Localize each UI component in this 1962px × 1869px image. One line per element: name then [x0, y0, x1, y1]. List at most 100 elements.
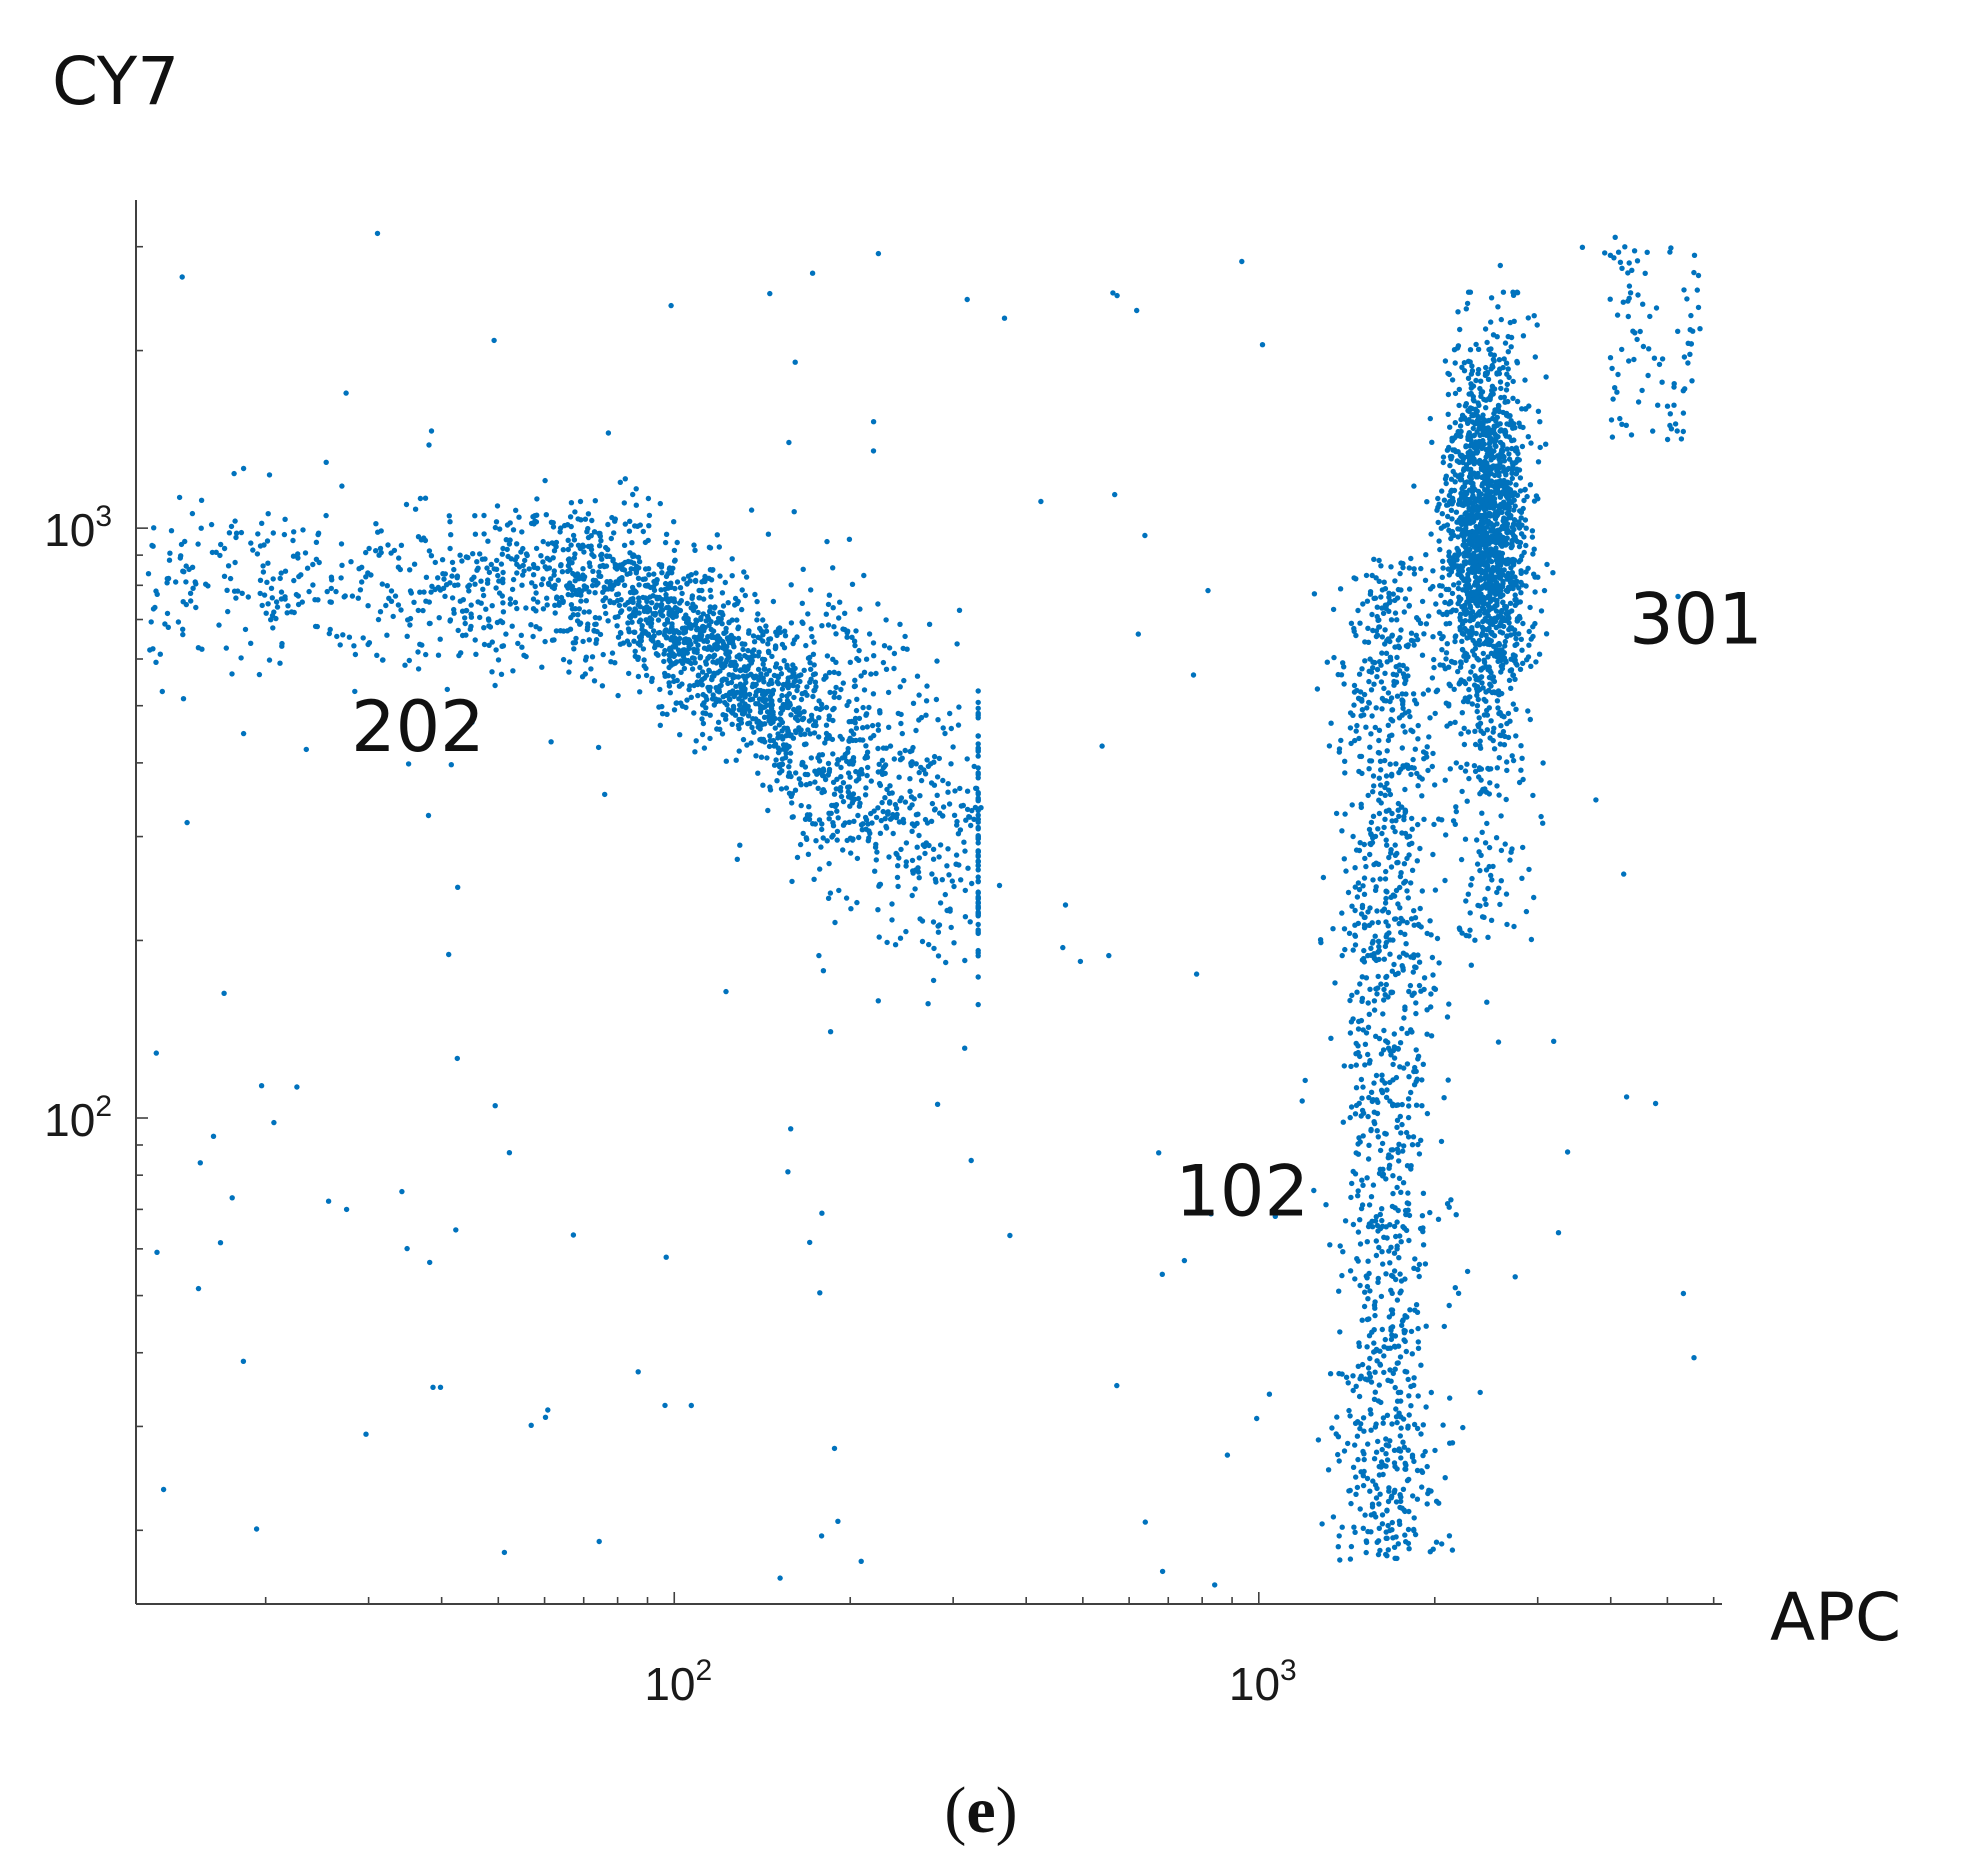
data-point	[1366, 766, 1372, 772]
data-point	[1419, 888, 1426, 894]
data-point	[1430, 634, 1436, 640]
data-point	[1527, 482, 1534, 488]
data-point	[1523, 542, 1529, 549]
data-point	[1522, 487, 1528, 493]
data-point	[1370, 938, 1376, 944]
data-point	[962, 914, 969, 920]
data-point	[813, 684, 819, 690]
data-point	[1500, 652, 1506, 658]
data-point	[1368, 1411, 1374, 1417]
data-point	[713, 660, 720, 666]
data-point	[1498, 427, 1504, 433]
data-point	[1503, 472, 1509, 478]
data-point	[737, 681, 744, 687]
data-point	[635, 554, 642, 560]
data-point	[509, 586, 516, 593]
data-point	[820, 766, 827, 772]
data-point	[486, 569, 493, 576]
data-point	[723, 716, 729, 722]
data-point	[800, 830, 806, 837]
data-point	[805, 611, 811, 617]
data-point	[1516, 779, 1523, 786]
data-point	[558, 563, 564, 569]
data-point	[1471, 652, 1478, 658]
data-point	[882, 795, 888, 801]
data-point	[1398, 627, 1404, 633]
data-point	[569, 587, 576, 593]
data-point	[732, 659, 738, 665]
data-point	[799, 600, 805, 606]
data-point	[195, 645, 202, 651]
data-point	[774, 778, 780, 784]
data-point	[1458, 660, 1464, 666]
data-point	[1401, 861, 1408, 867]
data-point	[834, 828, 841, 835]
data-point	[1486, 481, 1492, 487]
data-point	[1356, 1135, 1362, 1141]
data-point	[1524, 493, 1530, 500]
data-point	[565, 585, 571, 591]
data-point	[282, 568, 289, 574]
data-point	[1466, 676, 1473, 682]
data-point	[568, 542, 574, 548]
data-point	[278, 589, 285, 595]
data-point	[1488, 457, 1494, 463]
data-point	[1485, 473, 1491, 480]
data-point	[1374, 674, 1380, 680]
data-point	[435, 575, 441, 581]
data-point	[248, 640, 254, 646]
data-point	[662, 670, 668, 677]
data-point	[605, 618, 611, 624]
data-point	[446, 513, 452, 519]
data-point	[242, 626, 249, 633]
data-point	[786, 667, 793, 673]
data-point	[198, 497, 205, 503]
data-point	[904, 646, 910, 652]
data-point	[1342, 758, 1348, 764]
data-point	[787, 758, 793, 764]
data-point	[1464, 635, 1470, 641]
data-point	[707, 608, 713, 614]
data-point	[627, 518, 633, 524]
data-point	[1365, 1441, 1371, 1447]
data-point	[1477, 738, 1483, 744]
data-point	[827, 689, 833, 696]
data-point	[487, 624, 494, 630]
data-point	[1406, 1546, 1412, 1552]
data-point	[824, 653, 831, 659]
data-point	[1411, 1515, 1417, 1521]
data-point	[650, 628, 657, 634]
data-point	[1375, 919, 1382, 926]
data-point	[670, 644, 676, 650]
data-point	[411, 561, 418, 567]
data-point	[891, 650, 898, 657]
data-point	[826, 816, 832, 822]
data-point	[1399, 1101, 1405, 1108]
data-point	[1509, 445, 1515, 452]
data-point	[1379, 1206, 1385, 1212]
data-point	[553, 628, 560, 634]
data-point	[608, 659, 614, 665]
data-point	[1492, 516, 1499, 522]
data-point	[725, 635, 732, 642]
data-point	[844, 634, 850, 640]
data-point	[495, 657, 502, 663]
data-point	[1397, 905, 1403, 911]
data-point	[1440, 565, 1446, 571]
data-point	[935, 717, 941, 723]
data-point	[745, 703, 751, 710]
data-point	[633, 589, 639, 595]
data-point	[1458, 596, 1464, 602]
data-point	[498, 671, 505, 677]
data-point	[341, 594, 347, 600]
data-point	[1393, 1499, 1400, 1505]
data-point	[726, 672, 732, 678]
data-point	[883, 745, 889, 751]
data-point	[1507, 625, 1514, 631]
data-point	[791, 665, 797, 672]
data-point	[383, 602, 389, 609]
data-point	[1491, 689, 1497, 695]
data-point	[239, 590, 245, 596]
data-point	[1461, 538, 1468, 544]
data-point	[1373, 1214, 1380, 1220]
